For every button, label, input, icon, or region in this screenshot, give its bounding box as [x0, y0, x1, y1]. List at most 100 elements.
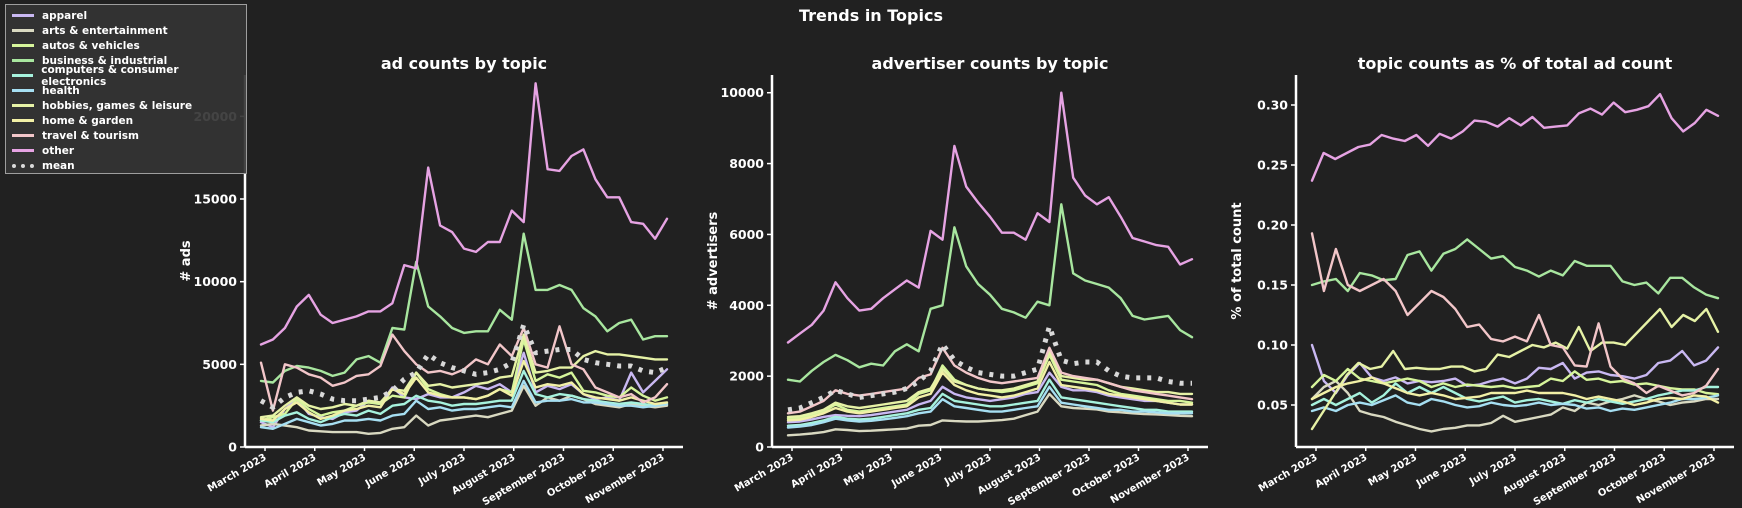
series-line-mean [259, 322, 668, 410]
y-tick-label: 0.25 [1257, 158, 1288, 173]
series-line-computers-consumer-electronics [1310, 382, 1720, 407]
x-tick-label: April 2023 [789, 452, 845, 491]
legend-item: health [12, 83, 240, 98]
series-line-autos-vehicles [1310, 367, 1720, 396]
y-axis-label: % of total count [1230, 202, 1245, 319]
panel-title: advertiser counts by topic [872, 54, 1109, 73]
y-tick-label: 8000 [729, 156, 764, 171]
legend-item: home & garden [12, 113, 240, 128]
x-tick-label: September 2023 [1006, 452, 1092, 508]
series-line-business-industrial [259, 232, 669, 384]
series-line-home-garden [1310, 376, 1720, 407]
legend-swatch [12, 104, 34, 107]
legend: apparel arts & entertainment autos & vehic… [5, 4, 247, 174]
x-tick-label: June 2023 [1414, 452, 1469, 490]
x-tick-label: April 2023 [263, 452, 319, 491]
legend-item: mean [12, 158, 240, 173]
x-tick-label: June 2023 [889, 452, 944, 490]
panel-title: ad counts by topic [381, 54, 547, 73]
series-line-apparel [1310, 343, 1720, 395]
panel-title: topic counts as % of total ad count [1358, 54, 1673, 73]
series-line-business-industrial [1310, 238, 1720, 300]
x-tick-label: March 2023 [1257, 452, 1320, 495]
series-line-health [259, 379, 669, 430]
series-line-apparel [786, 371, 1194, 424]
legend-label: hobbies, games & leisure [42, 99, 193, 112]
y-axis-label: # advertisers [706, 211, 721, 310]
x-tick-label: May 2023 [1367, 452, 1419, 489]
legend-label: home & garden [42, 114, 134, 127]
y-tick-label: 4000 [729, 298, 764, 313]
x-tick-label: May 2023 [842, 452, 894, 489]
series-line-home-garden [786, 360, 1194, 422]
y-tick-label: 6000 [729, 227, 764, 242]
legend-swatch [12, 74, 34, 77]
legend-item: arts & entertainment [12, 23, 240, 38]
legend-item: computers & consumer electronics [12, 64, 240, 88]
legend-label: apparel [42, 9, 88, 22]
legend-item: travel & tourism [12, 128, 240, 143]
legend-swatch [12, 29, 34, 32]
legend-swatch [12, 163, 34, 168]
series-line-home-garden [259, 359, 669, 422]
x-tick-label: May 2023 [316, 452, 368, 489]
series-line-travel-tourism [786, 346, 1194, 415]
y-tick-label: 2000 [729, 369, 764, 384]
legend-swatch [12, 134, 34, 137]
series-line-health [786, 385, 1194, 429]
x-tick-label: September 2023 [481, 452, 567, 508]
series-line-other [786, 91, 1194, 344]
y-tick-label: 10000 [194, 274, 238, 289]
series-line-arts-entertainment [786, 392, 1194, 437]
legend-swatch [12, 149, 34, 152]
legend-swatch [12, 44, 34, 47]
y-tick-label: 0.05 [1257, 398, 1288, 413]
series-line-hobbies-games-leisure [1310, 307, 1720, 431]
x-tick-label: June 2023 [363, 452, 418, 490]
legend-label: travel & tourism [42, 129, 139, 142]
y-tick-label: 0.15 [1257, 278, 1288, 293]
series-line-hobbies-games-leisure [259, 333, 669, 419]
legend-label: computers & consumer electronics [41, 63, 179, 88]
legend-swatch [12, 119, 34, 122]
series-line-autos-vehicles [786, 353, 1194, 420]
y-tick-label: 15000 [194, 192, 238, 207]
legend-label: health [42, 84, 80, 97]
series-line-arts-entertainment [1310, 379, 1720, 433]
x-tick-label: April 2023 [1314, 452, 1370, 491]
legend-swatch [12, 89, 34, 92]
series-line-computers-consumer-electronics [259, 369, 669, 424]
legend-swatch [12, 59, 34, 62]
legend-label: mean [42, 159, 75, 172]
series-line-other [259, 82, 669, 346]
series-line-health [1310, 394, 1720, 413]
y-tick-label: 0.10 [1257, 338, 1288, 353]
x-tick-label: March 2023 [733, 452, 796, 495]
series-line-business-industrial [786, 203, 1194, 383]
legend-item: hobbies, games & leisure [12, 98, 240, 113]
legend-item: apparel [12, 8, 240, 23]
y-tick-label: 0.30 [1257, 98, 1288, 113]
x-tick-label: September 2023 [1532, 452, 1618, 508]
y-tick-label: 5000 [202, 357, 237, 372]
series-line-other [1310, 92, 1720, 182]
y-tick-label: 0 [228, 440, 237, 455]
y-tick-label: 0 [755, 440, 764, 455]
y-axis-label: # ads [179, 240, 194, 281]
x-tick-label: March 2023 [206, 452, 269, 495]
series-line-mean [787, 324, 1192, 413]
legend-label: arts & entertainment [42, 24, 168, 37]
series-line-arts-entertainment [259, 384, 669, 435]
y-tick-label: 0.20 [1257, 218, 1288, 233]
series-line-travel-tourism [1310, 232, 1720, 397]
series-line-computers-consumer-electronics [786, 378, 1194, 427]
y-tick-label: 10000 [721, 85, 765, 100]
legend-label: business & industrial [42, 54, 168, 67]
legend-label: autos & vehicles [42, 39, 140, 52]
legend-item: other [12, 143, 240, 158]
legend-item: autos & vehicles [12, 38, 240, 53]
figure-suptitle: Trends in Topics [798, 6, 943, 25]
legend-swatch [12, 14, 34, 17]
legend-label: other [42, 144, 75, 157]
